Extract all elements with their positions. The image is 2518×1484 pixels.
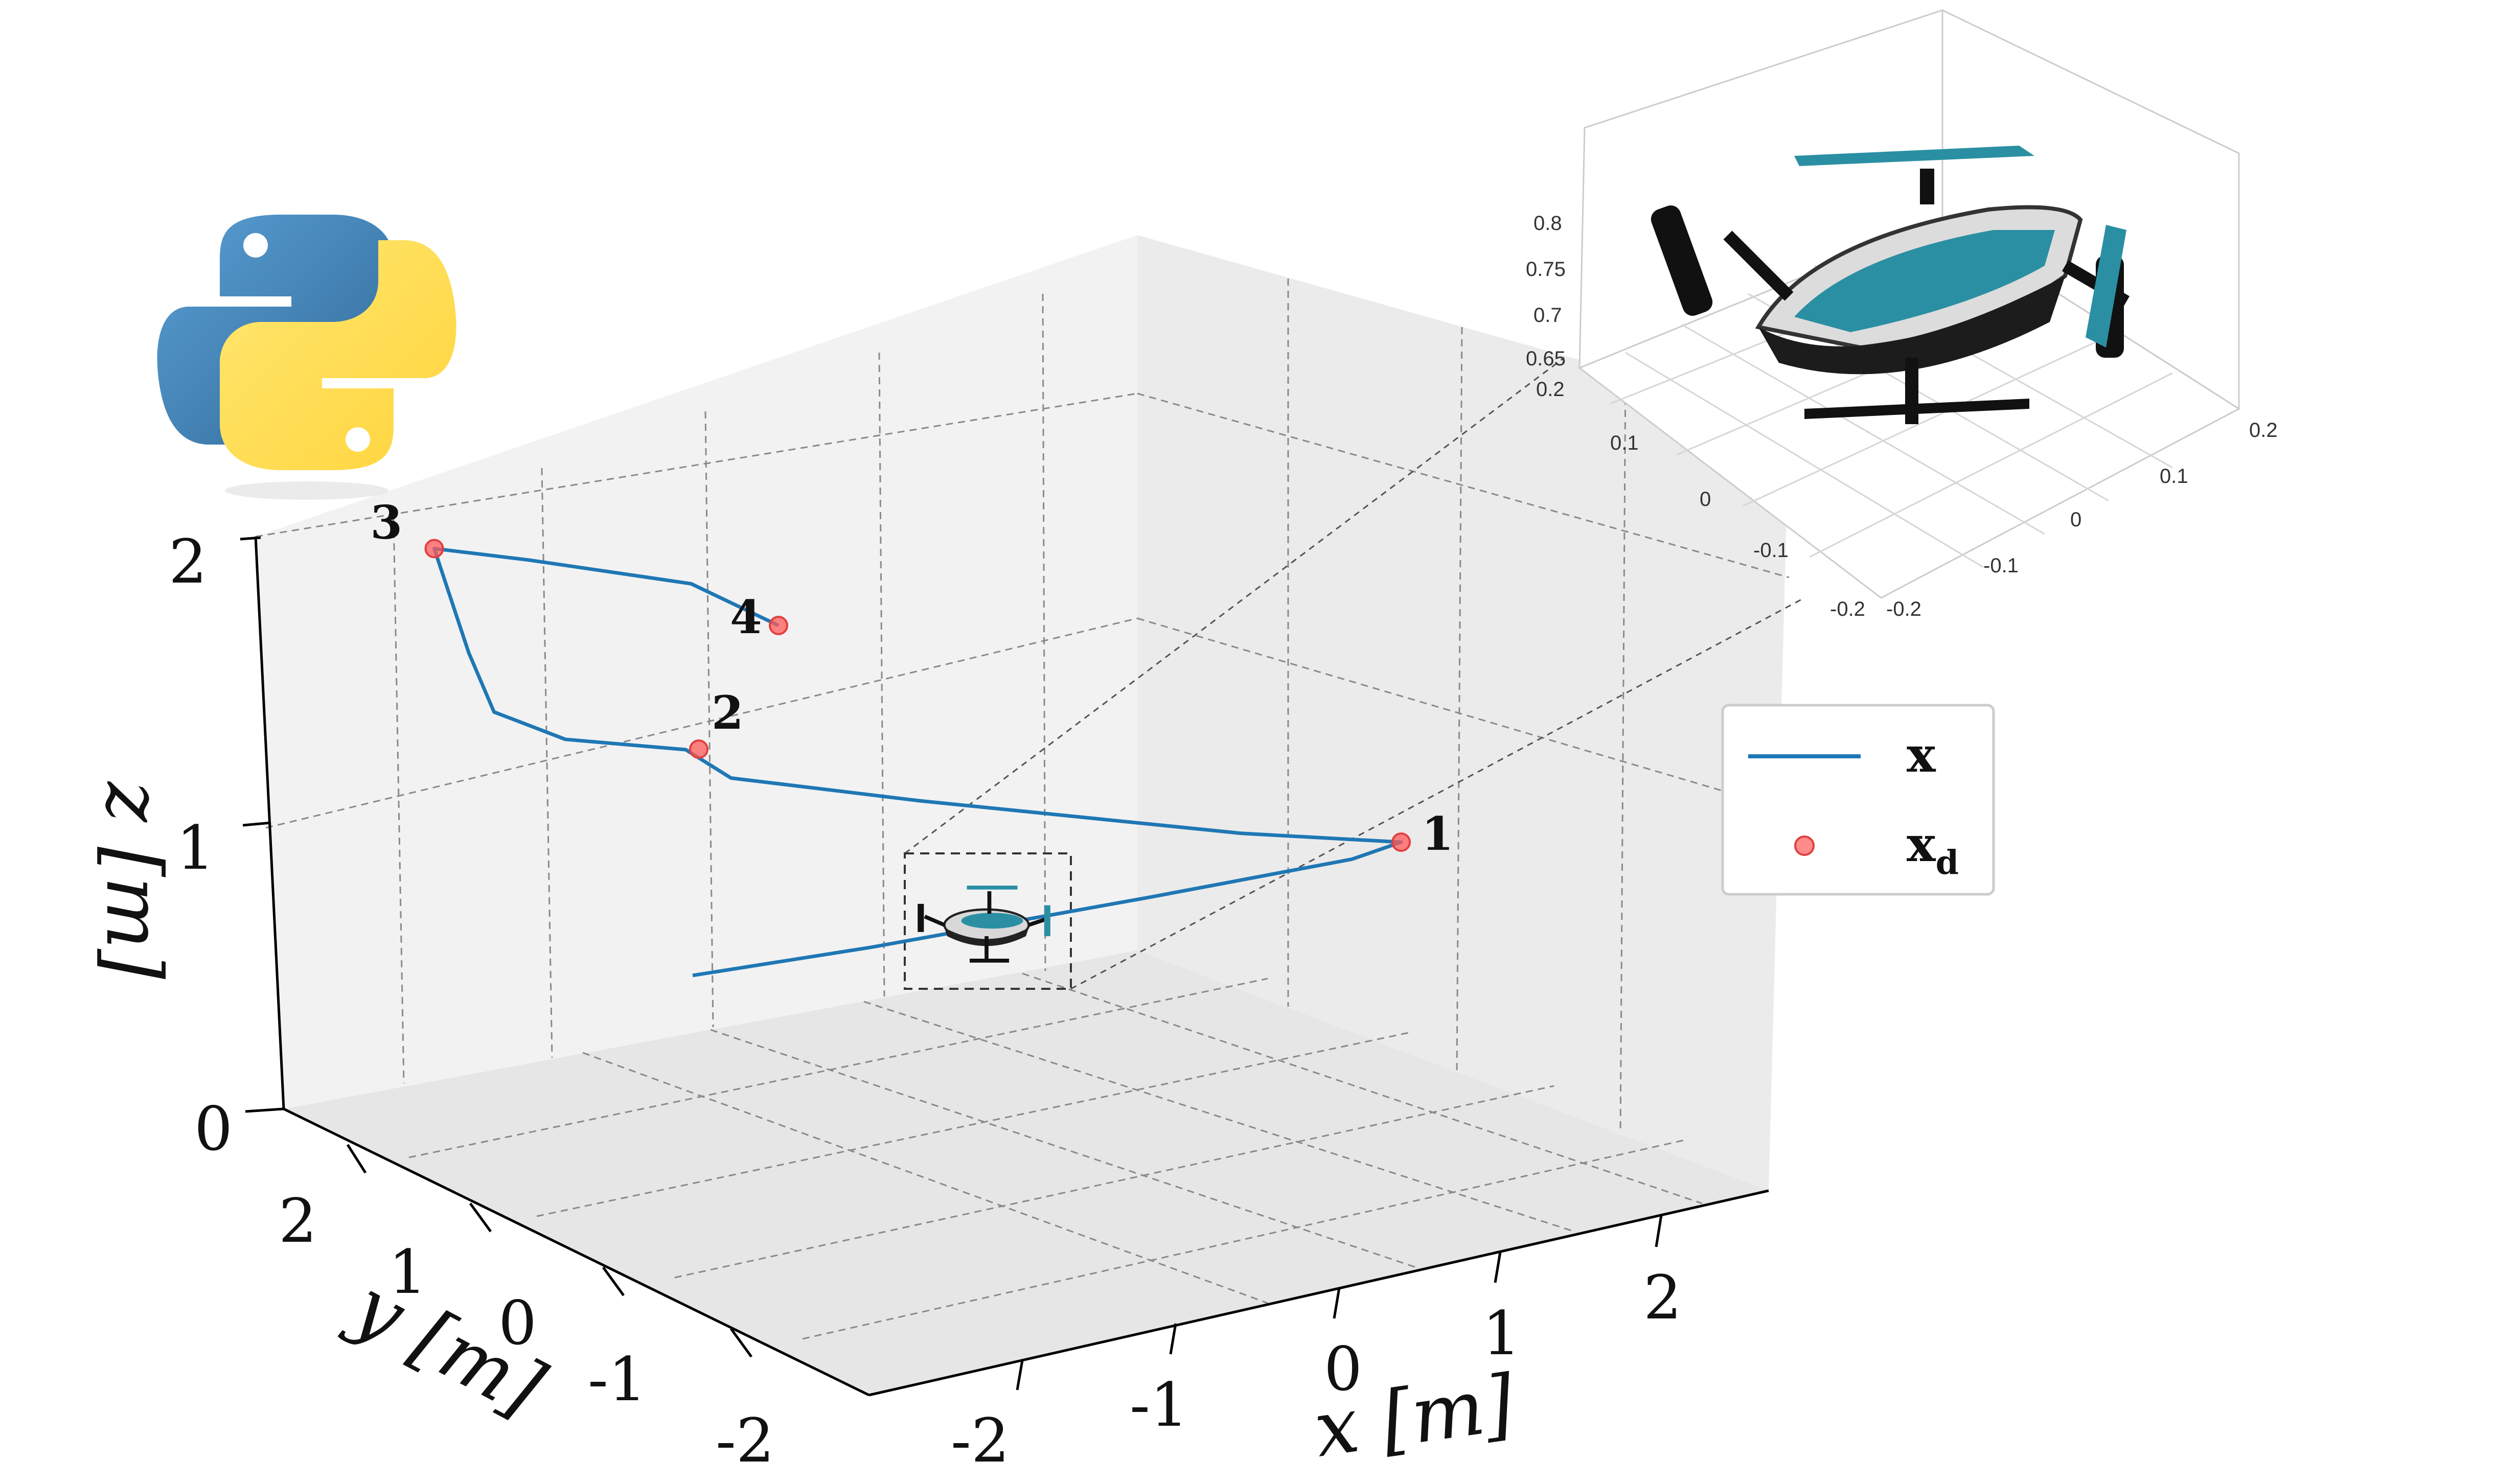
inset-z-tick-3: 0.8 xyxy=(1533,212,1562,235)
inset-x-tick-4: 0.2 xyxy=(2249,419,2278,442)
legend-label-xd-sub: d xyxy=(1936,843,1959,882)
legend-label-xd: xd xyxy=(1907,816,1959,882)
inset-y-tick-1: 0.1 xyxy=(1610,432,1639,454)
inset-tick-labels: 0.65 0.7 0.75 0.8 0.2 0.1 0 -0.1 -0.2 -0… xyxy=(1526,212,2278,620)
inset-y-tick-2: 0 xyxy=(1700,488,1711,511)
waypoint-marker-4 xyxy=(769,616,788,635)
inset-x-tick-0: -0.2 xyxy=(1886,598,1921,620)
waypoint-marker-2 xyxy=(689,739,708,759)
floor-pane xyxy=(284,950,1769,1395)
grid-lines xyxy=(255,279,1790,1340)
y-tick-neg1: -1 xyxy=(588,1344,647,1415)
trajectory-line xyxy=(432,547,1403,978)
waypoint-label-2: 2 xyxy=(712,686,744,740)
x-tick-1: 1 xyxy=(1482,1298,1521,1369)
inset-x-tick-3: 0.1 xyxy=(2160,465,2188,488)
inset-y-tick-0: 0.2 xyxy=(1536,378,1565,401)
legend: x xd xyxy=(1721,704,1995,896)
z-axis-label: z [m] xyxy=(89,781,178,979)
y-tick-1: 1 xyxy=(388,1237,427,1307)
y-axis-label: y [m] xyxy=(336,1260,558,1434)
inset-z-tick-1: 0.7 xyxy=(1533,304,1562,327)
x-tick-neg1: -1 xyxy=(1130,1370,1188,1440)
y-tick-2: 2 xyxy=(279,1186,317,1256)
waypoint-label-4: 4 xyxy=(730,590,762,644)
z-tick-0: 0 xyxy=(194,1094,233,1164)
legend-label-xd-base: x xyxy=(1907,816,1936,873)
inset-y-tick-3: -0.1 xyxy=(1753,539,1789,562)
z-tick-2: 2 xyxy=(169,526,207,597)
y-tick-0: 0 xyxy=(498,1288,537,1358)
quadrotor-drone-icon-large xyxy=(1651,146,2130,424)
trajectory-layer: 1 2 3 4 xyxy=(371,496,1454,978)
back-right-pane xyxy=(1137,235,1789,1191)
zoom-box xyxy=(904,852,1072,990)
inset-z-tick-0: 0.65 xyxy=(1526,347,1566,370)
inset-y-tick-4: -0.2 xyxy=(1830,598,1865,620)
python-logo-icon xyxy=(157,215,456,500)
back-left-pane xyxy=(256,235,1137,1109)
waypoint-label-3: 3 xyxy=(371,496,403,550)
axis-ticks xyxy=(240,536,1663,1390)
y-tick-neg2: -2 xyxy=(716,1405,774,1476)
x-tick-2: 2 xyxy=(1643,1262,1682,1333)
tick-labels: 0 1 2 2 1 0 -1 -2 -2 -1 0 1 2 xyxy=(169,526,1682,1476)
axes-panes xyxy=(256,235,1789,1395)
waypoint-label-1: 1 xyxy=(1422,807,1454,861)
quadrotor-drone-icon xyxy=(918,886,1050,963)
x-tick-0: 0 xyxy=(1324,1334,1362,1404)
inset-z-tick-2: 0.75 xyxy=(1526,258,1566,281)
x-tick-neg2: -2 xyxy=(951,1405,1010,1476)
z-tick-1: 1 xyxy=(176,813,215,883)
legend-marker-swatch xyxy=(1794,836,1815,856)
waypoint-marker-3 xyxy=(424,539,444,559)
inset-x-tick-2: 0 xyxy=(2070,508,2081,531)
inset-x-tick-1: -0.1 xyxy=(1983,554,2019,577)
zoom-connector-lines xyxy=(904,357,1805,990)
legend-label-x: x xyxy=(1907,727,1936,783)
waypoint-marker-1 xyxy=(1391,832,1411,852)
